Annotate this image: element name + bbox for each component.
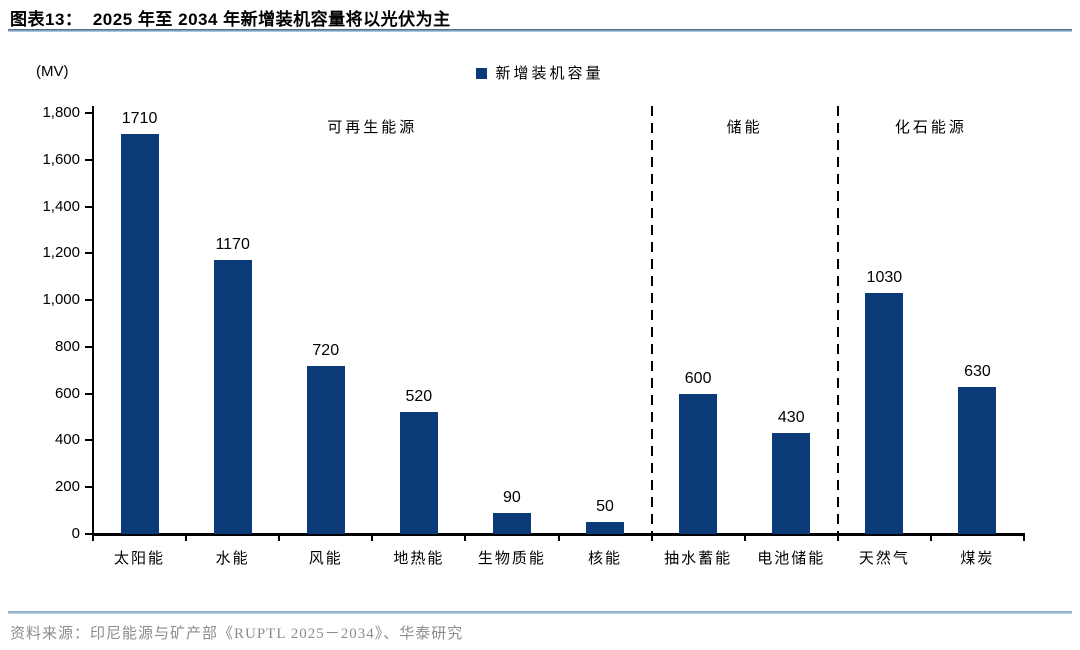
y-tick-mark	[85, 392, 93, 395]
chart-title: 图表13： 2025 年至 2034 年新增装机容量将以光伏为主	[10, 10, 451, 29]
bar-value-label: 1710	[121, 110, 158, 128]
legend-label: 新增装机容量	[495, 66, 604, 82]
x-tick-mark	[743, 534, 746, 541]
y-tick-mark	[85, 533, 93, 535]
group-separator	[836, 106, 839, 534]
bar	[399, 412, 438, 534]
bar	[958, 386, 997, 534]
group-separator	[650, 106, 653, 534]
bar	[120, 134, 159, 534]
y-tick-mark	[85, 158, 93, 161]
bar	[492, 512, 531, 534]
y-tick-label: 600	[54, 384, 80, 402]
x-tick-mark	[557, 534, 560, 541]
y-tick-mark	[85, 299, 93, 302]
footer-divider	[8, 611, 1072, 614]
bar-value-label: 430	[777, 409, 805, 427]
bar-value-label: 1170	[215, 236, 250, 254]
bar	[772, 433, 811, 534]
bar	[586, 522, 625, 534]
y-tick-label: 1,800	[42, 104, 80, 121]
category-label: 风能	[308, 551, 343, 567]
category-label: 电池储能	[757, 551, 826, 567]
y-tick-mark	[85, 439, 93, 442]
category-label: 水能	[215, 551, 250, 567]
bar-value-label: 1030	[866, 269, 903, 287]
group-label: 储能	[726, 120, 763, 136]
chart-legend: 新增装机容量	[0, 62, 1080, 83]
y-tick-mark	[85, 486, 93, 489]
x-tick-mark	[185, 534, 188, 541]
category-label: 地热能	[393, 551, 445, 567]
bar	[865, 293, 904, 534]
bar	[679, 393, 718, 534]
legend-swatch-icon	[476, 67, 488, 79]
bar-value-label: 600	[684, 369, 712, 387]
bar	[213, 260, 252, 534]
x-tick-mark	[836, 534, 839, 541]
category-label: 太阳能	[114, 551, 166, 567]
bar-value-label: 630	[964, 362, 991, 380]
x-tick-mark	[278, 534, 281, 541]
y-tick-label: 1,000	[42, 291, 80, 309]
y-axis-line	[92, 106, 94, 535]
y-tick-mark	[85, 112, 93, 114]
category-label: 抽水蓄能	[664, 551, 733, 567]
title-divider	[8, 29, 1072, 32]
category-label: 生物质能	[477, 551, 546, 567]
category-label: 天然气	[858, 551, 910, 567]
y-tick-label: 1,200	[42, 244, 80, 262]
y-tick-label: 200	[54, 478, 80, 496]
group-label: 可再生能源	[327, 120, 418, 136]
group-label: 化石能源	[894, 120, 967, 136]
x-tick-mark	[929, 534, 932, 541]
x-tick-mark	[464, 534, 467, 541]
source-note: 资料来源：印尼能源与矿产部《RUPTL 2025－2034》、华泰研究	[10, 626, 464, 642]
x-tick-mark	[371, 534, 374, 541]
y-tick-label: 400	[54, 431, 80, 449]
x-tick-mark	[650, 534, 653, 541]
y-tick-mark	[85, 205, 93, 208]
y-tick-mark	[85, 345, 93, 348]
x-tick-mark	[1023, 534, 1025, 541]
x-tick-mark	[92, 534, 94, 541]
y-tick-label: 0	[71, 525, 80, 542]
bar-value-label: 50	[596, 498, 614, 516]
y-tick-label: 800	[54, 337, 80, 355]
bar-value-label: 520	[405, 388, 433, 406]
category-label: 核能	[588, 551, 623, 567]
bar	[306, 365, 345, 534]
y-tick-mark	[85, 252, 93, 255]
y-tick-label: 1,600	[42, 150, 80, 168]
y-axis-unit-label: (MV)	[36, 63, 69, 80]
y-tick-label: 1,400	[42, 197, 80, 215]
category-label: 煤炭	[960, 551, 995, 567]
bar-value-label: 90	[503, 488, 521, 506]
bar-value-label: 720	[312, 341, 340, 359]
